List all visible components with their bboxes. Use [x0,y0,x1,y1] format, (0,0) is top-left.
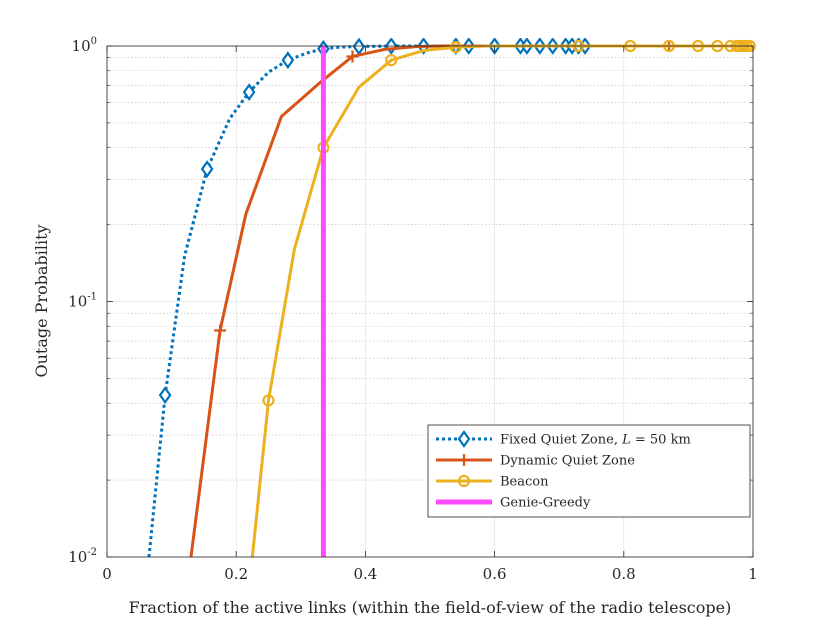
y-tick-label: 100 [72,36,97,55]
series-marker [262,394,275,407]
legend-label: Fixed Quiet Zone, L = 50 km [500,433,691,448]
legend-label-variable: L [621,433,631,448]
x-tick-label: 0 [102,565,112,583]
x-tick-label: 0.6 [483,565,507,583]
x-tick-label: 0.2 [224,565,248,583]
y-tick-label: 10-2 [68,547,97,566]
y-tick-exponent: 0 [91,36,97,47]
series-marker [449,41,462,54]
x-tick-label: 0.4 [353,565,377,583]
x-tick-label: 0.8 [612,565,636,583]
legend-marker [458,454,470,466]
series-marker [158,386,172,405]
y-tick-base: 10 [68,548,87,566]
legend-marker [457,474,471,488]
y-tick-exponent: -2 [87,547,97,558]
legend-marker [457,430,471,448]
y-tick-label: 10-1 [68,292,97,311]
ticks [106,45,754,558]
series-marker [281,51,295,70]
legend-label: Dynamic Quiet Zone [500,454,635,469]
series-marker [242,83,256,101]
y-tick-base: 10 [72,37,91,55]
legend-label-prefix: Fixed Quiet Zone, [500,433,622,448]
legend-label-suffix: = 50 km [631,433,691,448]
grid [106,45,754,558]
series-marker [385,54,398,67]
legend-label: Genie-Greedy [500,496,591,511]
y-axis-label: Outage Probability [32,224,51,377]
x-tick-label: 1 [748,565,758,583]
x-axis-label: Fraction of the active links (within the… [129,598,732,617]
y-tick-exponent: -1 [87,292,97,303]
series-marker [200,160,214,178]
series-marker [214,324,227,337]
legend: Fixed Quiet Zone, L = 50 km Dynamic Quiet… [427,424,751,518]
series-marker [346,50,359,63]
y-tick-base: 10 [68,293,87,311]
legend-label: Beacon [500,475,549,490]
